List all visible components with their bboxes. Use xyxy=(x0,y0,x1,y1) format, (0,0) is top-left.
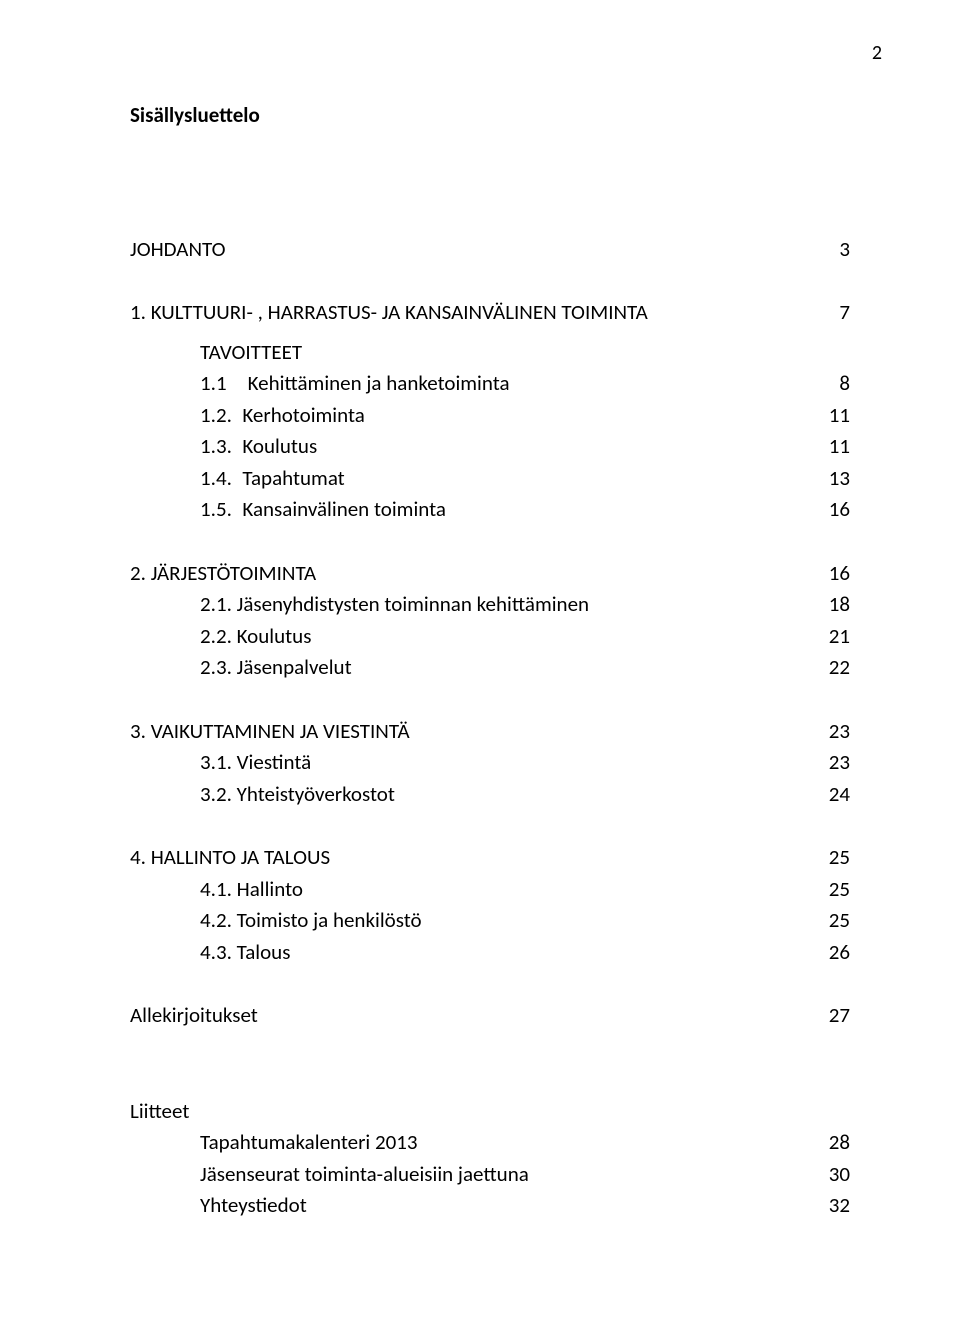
toc-label: Tapahtumakalenteri 2013 xyxy=(200,1127,810,1159)
toc-page: 32 xyxy=(810,1190,850,1222)
toc-label: Yhteystiedot xyxy=(200,1190,810,1222)
toc-row: 3.1. Viestintä 23 xyxy=(130,747,850,779)
toc-label: 3. VAIKUTTAMINEN JA VIESTINTÄ xyxy=(130,716,810,748)
toc-page: 13 xyxy=(810,463,850,495)
toc-label: 2.2. Koulutus xyxy=(200,621,810,653)
toc-row: Allekirjoitukset 27 xyxy=(130,1000,850,1032)
toc-row: 4.3. Talous 26 xyxy=(130,937,850,969)
toc-label: 4.2. Toimisto ja henkilöstö xyxy=(200,905,810,937)
toc-row: 4. HALLINTO JA TALOUS 25 xyxy=(130,842,850,874)
toc-label: 2.3. Jäsenpalvelut xyxy=(200,652,810,684)
toc-page: 25 xyxy=(810,905,850,937)
toc-row: 2. JÄRJESTÖTOIMINTA 16 xyxy=(130,558,850,590)
toc-row: 4.2. Toimisto ja henkilöstö 25 xyxy=(130,905,850,937)
toc-label: 2.1. Jäsenyhdistysten toiminnan kehittäm… xyxy=(200,589,810,621)
toc-label: 1.5. Kansainvälinen toiminta xyxy=(200,494,810,526)
toc-label: 1.2. Kerhotoiminta xyxy=(200,400,810,432)
toc-label: 2. JÄRJESTÖTOIMINTA xyxy=(130,558,810,590)
toc-row: JOHDANTO 3 xyxy=(130,234,850,266)
toc-page: 25 xyxy=(810,874,850,906)
toc-row: 1.5. Kansainvälinen toiminta 16 xyxy=(130,494,850,526)
toc-row: Yhteystiedot 32 xyxy=(130,1190,850,1222)
toc-page: 22 xyxy=(810,652,850,684)
toc-label: 4. HALLINTO JA TALOUS xyxy=(130,842,810,874)
toc-page: 11 xyxy=(810,431,850,463)
toc-row: 3.2. Yhteistyöverkostot 24 xyxy=(130,779,850,811)
toc-page: 25 xyxy=(810,842,850,874)
attachments-title: Liitteet xyxy=(130,1096,850,1128)
toc-label: 3.1. Viestintä xyxy=(200,747,810,779)
toc-row: 1.1 Kehittäminen ja hanketoiminta 8 xyxy=(130,368,850,400)
toc-page: 8 xyxy=(810,368,850,400)
toc-page: 26 xyxy=(810,937,850,969)
toc-row: 2.1. Jäsenyhdistysten toiminnan kehittäm… xyxy=(130,589,850,621)
toc-page: 11 xyxy=(810,400,850,432)
toc-row: Tapahtumakalenteri 2013 28 xyxy=(130,1127,850,1159)
toc-row: 3. VAIKUTTAMINEN JA VIESTINTÄ 23 xyxy=(130,716,850,748)
page-number: 2 xyxy=(872,38,882,68)
toc-page: 3 xyxy=(810,234,850,266)
toc-label: 1.4. Tapahtumat xyxy=(200,463,810,495)
toc-label: 3.2. Yhteistyöverkostot xyxy=(200,779,810,811)
toc-label: JOHDANTO xyxy=(130,234,810,266)
toc-row: 1. KULTTUURI- , HARRASTUS- JA KANSAINVÄL… xyxy=(130,297,850,329)
toc-page: 16 xyxy=(810,558,850,590)
toc-page: 23 xyxy=(810,747,850,779)
toc-row: 4.1. Hallinto 25 xyxy=(130,874,850,906)
toc-label: Allekirjoitukset xyxy=(130,1000,810,1032)
toc-page: 21 xyxy=(810,621,850,653)
toc-page: 7 xyxy=(810,297,850,329)
toc-label: Jäsenseurat toiminta-alueisiin jaettuna xyxy=(200,1159,810,1191)
toc-row: 1.4. Tapahtumat 13 xyxy=(130,463,850,495)
toc-page: 28 xyxy=(810,1127,850,1159)
document-page: 2 Sisällysluettelo JOHDANTO 3 1. KULTTUU… xyxy=(0,0,960,1318)
toc-row: 1.2. Kerhotoiminta 11 xyxy=(130,400,850,432)
toc-row: 2.3. Jäsenpalvelut 22 xyxy=(130,652,850,684)
toc-page: 16 xyxy=(810,494,850,526)
toc-row: 2.2. Koulutus 21 xyxy=(130,621,850,653)
toc-page: 30 xyxy=(810,1159,850,1191)
toc-page: 24 xyxy=(810,779,850,811)
toc-label: 1.1 Kehittäminen ja hanketoiminta xyxy=(200,368,810,400)
toc-row: Jäsenseurat toiminta-alueisiin jaettuna … xyxy=(130,1159,850,1191)
toc-page: 23 xyxy=(810,716,850,748)
toc-label: 4.3. Talous xyxy=(200,937,810,969)
toc-title: Sisällysluettelo xyxy=(130,100,850,132)
toc-page: 18 xyxy=(810,589,850,621)
toc-page: 27 xyxy=(810,1000,850,1032)
toc-row: 1.3. Koulutus 11 xyxy=(130,431,850,463)
toc-subhead: TAVOITTEET xyxy=(130,337,850,369)
toc-label: 1. KULTTUURI- , HARRASTUS- JA KANSAINVÄL… xyxy=(130,297,810,329)
toc-label: 1.3. Koulutus xyxy=(200,431,810,463)
toc-label: 4.1. Hallinto xyxy=(200,874,810,906)
